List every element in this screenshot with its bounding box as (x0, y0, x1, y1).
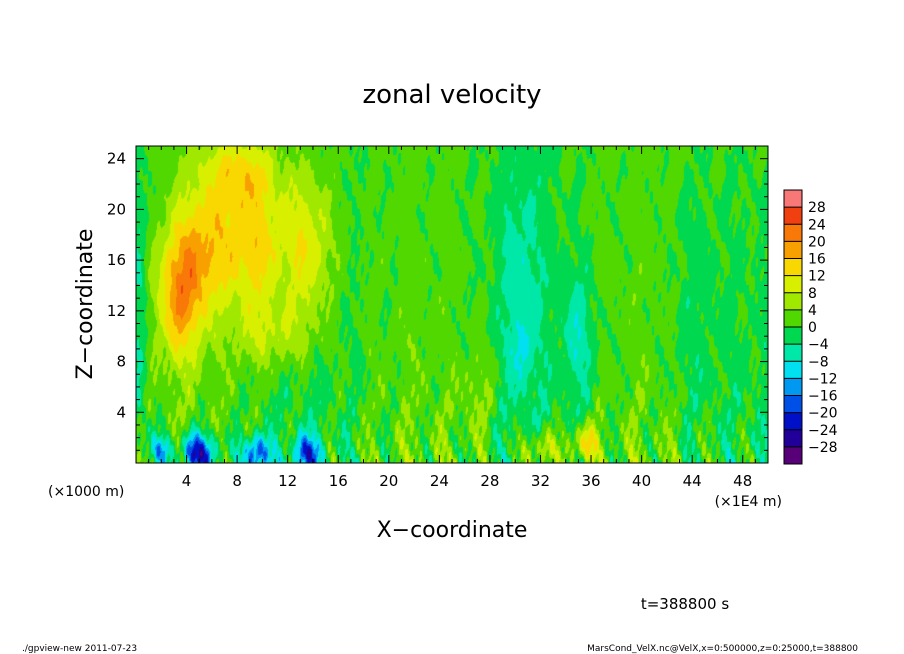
x-tick-label: 36 (581, 472, 600, 490)
colorbar-band (784, 412, 802, 431)
colorbar-band (784, 446, 802, 465)
colorbar-band (784, 292, 802, 311)
y-tick-label: 16 (107, 251, 126, 269)
colorbar-band (784, 275, 802, 294)
x-tick-label: 16 (329, 472, 348, 490)
x-tick-label: 28 (480, 472, 499, 490)
y-tick-label: 24 (107, 150, 126, 168)
x-tick-label: 32 (531, 472, 550, 490)
y-axis-label: Z−coordinate (73, 229, 98, 380)
colorbar-label: 4 (808, 303, 817, 319)
footer-right: MarsCond_VelX.nc@VelX,x=0:500000,z=0:250… (587, 644, 858, 654)
colorbar-label: 16 (808, 252, 826, 268)
x-axis-ticks: 4 8 12 16 20 24 28 32 36 40 44 48 (148, 146, 756, 490)
colorbar-band (784, 378, 802, 396)
colorbar-label: 28 (808, 200, 826, 216)
colorbar-band (784, 395, 802, 414)
colorbar-label: 8 (808, 286, 817, 302)
y-tick-label: 4 (116, 403, 126, 421)
x-tick-label: 12 (278, 472, 297, 490)
colorbar-label: −24 (808, 423, 838, 439)
colorbar-band (784, 361, 802, 379)
x-tick-label: 8 (232, 472, 242, 490)
chart-title: zonal velocity (362, 80, 541, 110)
x-tick-label: 20 (379, 472, 398, 490)
colorbar-label: 20 (808, 234, 826, 250)
heatmap-canvas (136, 146, 768, 463)
colorbar-label: −12 (808, 371, 838, 387)
y-axis-ticks: 4 8 12 16 20 24 (107, 150, 768, 451)
colorbar-band (784, 207, 802, 225)
colorbar-label: −16 (808, 389, 838, 405)
footer-left: ./gpview-new 2011-07-23 (22, 644, 137, 654)
colorbar-label: −8 (808, 354, 829, 370)
x-tick-label: 44 (683, 472, 702, 490)
x-unit-right: (×1E4 m) (715, 494, 782, 510)
x-tick-label: 4 (182, 472, 192, 490)
y-tick-label: 20 (107, 200, 126, 218)
colorbar-label: −4 (808, 337, 829, 353)
x-unit-left: (×1000 m) (48, 484, 124, 500)
colorbar-label: 12 (808, 269, 826, 285)
colorbar-label: 24 (808, 217, 826, 233)
colorbar-band (784, 241, 802, 259)
colorbar-band (784, 224, 802, 242)
time-annotation: t=388800 s (641, 595, 729, 613)
colorbar-label: 0 (808, 320, 817, 336)
y-tick-label: 8 (116, 353, 126, 371)
colorbar-band (784, 429, 802, 448)
colorbar-band (784, 258, 802, 277)
colorbar-band (784, 327, 802, 345)
x-tick-label: 24 (430, 472, 449, 490)
y-tick-label: 12 (107, 302, 126, 320)
plot-area (135, 145, 769, 464)
colorbar-band (784, 309, 802, 328)
x-axis-label: X−coordinate (377, 518, 528, 543)
heatmap-field (136, 146, 768, 463)
colorbar-label: −20 (808, 406, 838, 422)
colorbar-label: −28 (808, 440, 838, 456)
x-tick-label: 48 (733, 472, 752, 490)
x-tick-label: 40 (632, 472, 651, 490)
colorbar-band (784, 190, 802, 208)
colorbar-band (784, 344, 802, 362)
